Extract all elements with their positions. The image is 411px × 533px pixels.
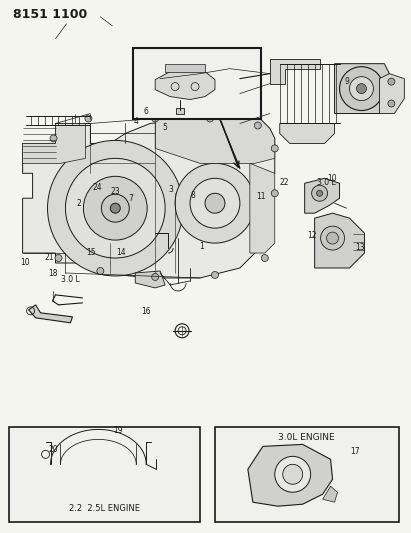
- Circle shape: [85, 115, 92, 122]
- Circle shape: [102, 194, 129, 222]
- Circle shape: [110, 203, 120, 213]
- Circle shape: [65, 158, 165, 258]
- Text: 11: 11: [256, 192, 266, 201]
- Circle shape: [175, 163, 255, 243]
- Bar: [176, 108, 184, 114]
- Text: 20: 20: [48, 445, 58, 454]
- Text: 23: 23: [111, 187, 120, 196]
- Circle shape: [271, 145, 278, 152]
- Text: 22: 22: [279, 178, 289, 187]
- Polygon shape: [315, 213, 365, 268]
- Circle shape: [312, 185, 328, 201]
- Circle shape: [349, 77, 374, 101]
- Circle shape: [97, 268, 104, 274]
- Text: 12: 12: [307, 231, 317, 240]
- Text: 13: 13: [356, 244, 365, 253]
- Circle shape: [190, 179, 240, 228]
- Polygon shape: [270, 59, 320, 84]
- Text: 6: 6: [144, 107, 148, 116]
- Polygon shape: [23, 124, 85, 163]
- Polygon shape: [248, 445, 332, 506]
- Text: 2: 2: [76, 199, 81, 208]
- Bar: [133, 48, 261, 119]
- Circle shape: [271, 190, 278, 197]
- Polygon shape: [280, 124, 335, 143]
- Circle shape: [48, 140, 183, 276]
- Circle shape: [356, 84, 367, 94]
- Polygon shape: [379, 74, 404, 114]
- Polygon shape: [335, 63, 389, 114]
- Polygon shape: [305, 179, 339, 213]
- Circle shape: [275, 456, 311, 492]
- Text: 10: 10: [327, 174, 337, 183]
- Circle shape: [83, 176, 147, 240]
- Text: 2.2  2.5L ENGINE: 2.2 2.5L ENGINE: [69, 504, 140, 513]
- Polygon shape: [135, 271, 165, 288]
- Text: 10: 10: [21, 258, 30, 266]
- Circle shape: [339, 67, 383, 110]
- Polygon shape: [23, 118, 275, 278]
- Text: 7: 7: [129, 194, 134, 203]
- Circle shape: [50, 135, 57, 142]
- Text: 3.0L ENGINE: 3.0L ENGINE: [278, 433, 335, 442]
- Circle shape: [212, 271, 219, 278]
- Text: 3.0 L: 3.0 L: [317, 178, 336, 187]
- Bar: [215, 427, 399, 522]
- Text: 8151 1100: 8151 1100: [13, 9, 87, 21]
- Circle shape: [388, 100, 395, 107]
- Text: 5: 5: [162, 123, 167, 132]
- Circle shape: [327, 232, 339, 244]
- Circle shape: [205, 193, 225, 213]
- Text: 3: 3: [168, 185, 173, 194]
- Circle shape: [254, 122, 261, 129]
- Circle shape: [261, 255, 268, 262]
- Polygon shape: [29, 305, 72, 323]
- Text: 4: 4: [134, 117, 139, 126]
- Polygon shape: [250, 163, 275, 253]
- Text: 8: 8: [190, 191, 195, 200]
- Text: 21: 21: [44, 253, 54, 262]
- Polygon shape: [323, 486, 337, 502]
- Text: 24: 24: [93, 183, 103, 192]
- Text: 9: 9: [344, 77, 349, 86]
- Text: 1: 1: [199, 242, 204, 251]
- Polygon shape: [165, 63, 205, 71]
- Circle shape: [152, 115, 159, 122]
- Circle shape: [388, 78, 395, 85]
- Circle shape: [316, 190, 323, 196]
- Text: 3.0 L: 3.0 L: [61, 275, 80, 284]
- Circle shape: [206, 115, 213, 122]
- Polygon shape: [155, 71, 215, 100]
- Circle shape: [152, 273, 159, 280]
- Circle shape: [321, 226, 344, 250]
- Text: 18: 18: [48, 269, 58, 278]
- Text: 15: 15: [86, 248, 96, 257]
- Text: 19: 19: [113, 426, 123, 434]
- Polygon shape: [155, 118, 275, 163]
- Circle shape: [283, 464, 302, 484]
- Text: 14: 14: [116, 248, 125, 257]
- Text: 17: 17: [350, 447, 360, 456]
- Bar: [9, 427, 200, 522]
- Text: 16: 16: [141, 307, 151, 316]
- Circle shape: [55, 255, 62, 262]
